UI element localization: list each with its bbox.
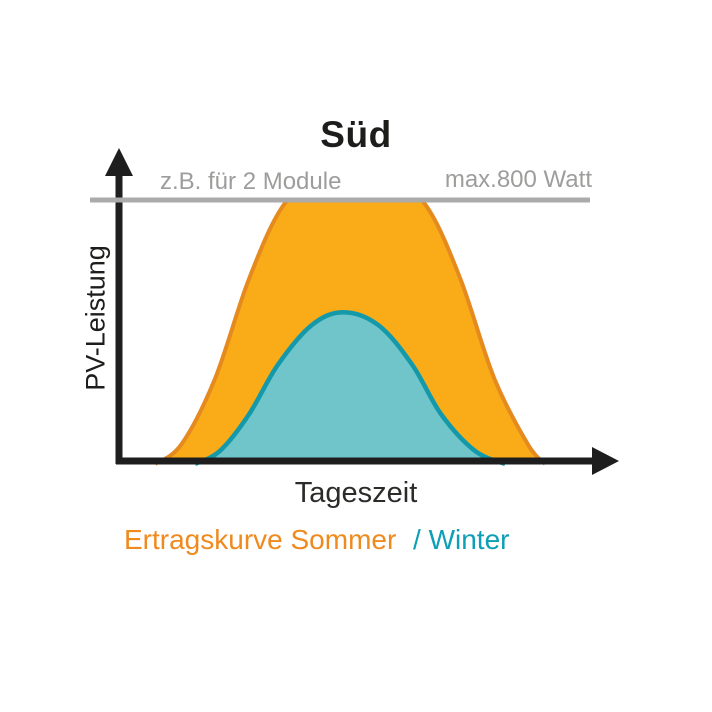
area-winter [195, 312, 506, 464]
curve-winter [193, 309, 507, 467]
legend: Ertragskurve Sommer / Winter [124, 524, 510, 556]
y-axis-label: PV-Leistung [80, 245, 111, 391]
y-axis-arrowhead-icon [105, 148, 133, 176]
x-axis-label: Tageszeit [294, 477, 418, 509]
legend-winter-label: / Winter [413, 524, 510, 555]
chart-title: Süd [320, 114, 392, 155]
x-axis-arrowhead-icon [592, 447, 619, 475]
legend-summer-label: Ertragskurve Sommer [124, 524, 397, 555]
curve-sommer [153, 200, 547, 466]
max-watt-label: max.800 Watt [444, 166, 592, 193]
modules-note: z.B. für 2 Module [160, 168, 342, 195]
